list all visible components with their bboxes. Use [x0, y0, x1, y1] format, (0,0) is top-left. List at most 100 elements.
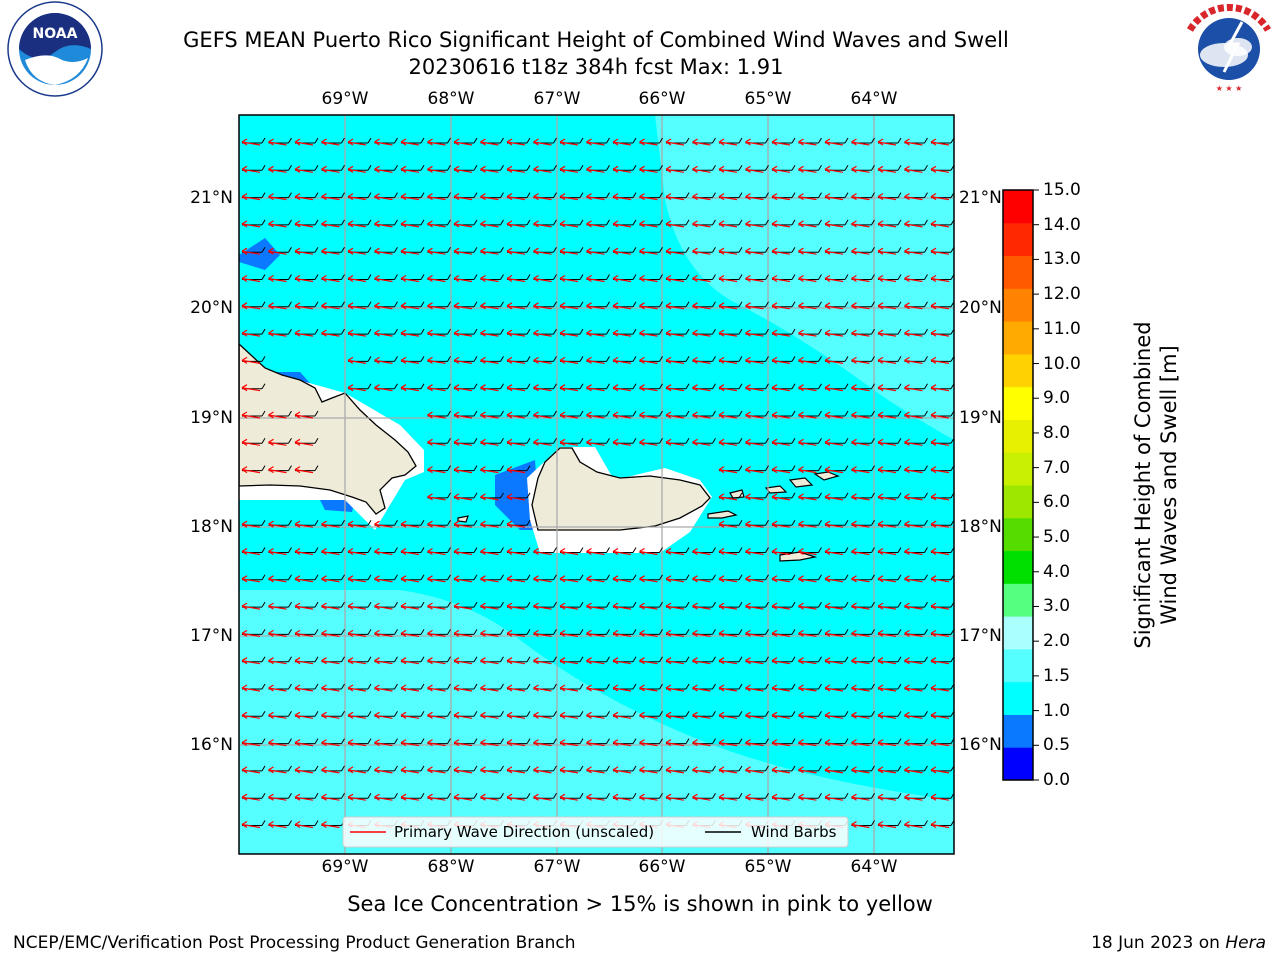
colorbar-segment: [1003, 288, 1033, 322]
vector-mark: [692, 438, 716, 446]
vector-mark: [851, 601, 875, 610]
vector-mark: [798, 438, 822, 446]
vector-mark: [321, 137, 345, 146]
vector-mark: [692, 765, 716, 774]
vector-mark: [586, 246, 610, 255]
vector-mark: [294, 465, 319, 474]
vector-mark: [824, 410, 849, 419]
vector-mark: [268, 738, 292, 747]
vector-mark: [745, 192, 769, 201]
vector-mark: [851, 410, 875, 419]
vector-mark: [771, 465, 796, 474]
vector-mark: [745, 547, 769, 556]
vector-mark: [294, 219, 319, 228]
colorbar-segment: [1003, 353, 1033, 388]
vector-mark: [400, 738, 425, 747]
vector-mark: [639, 137, 663, 146]
vector-mark: [241, 629, 266, 637]
vector-mark: [241, 547, 266, 556]
colorbar-segment: [1003, 419, 1033, 453]
vector-mark: [904, 438, 928, 446]
vector-mark: [586, 656, 610, 665]
vector-mark: [559, 165, 584, 173]
vector-mark: [506, 246, 531, 255]
vector-mark: [506, 328, 531, 337]
vector-mark: [453, 601, 478, 610]
vector-mark: [506, 792, 531, 801]
vector-mark: [798, 574, 822, 583]
vector-mark: [745, 629, 769, 637]
lat-tick-left: 19°N: [190, 408, 233, 428]
vector-mark: [241, 410, 266, 419]
vector-mark: [427, 192, 451, 201]
vector-mark: [241, 465, 266, 474]
vector-mark: [718, 601, 743, 610]
vector-mark: [877, 765, 902, 774]
vector-mark: [745, 601, 769, 610]
vector-mark: [347, 274, 372, 283]
vector-mark: [639, 410, 663, 419]
colorbar-label: 4.0: [1043, 561, 1071, 582]
vector-mark: [533, 165, 557, 173]
lat-tick-right: 19°N: [959, 408, 1002, 428]
vector-mark: [612, 547, 637, 556]
vector-mark: [771, 492, 796, 501]
vector-mark: [480, 629, 504, 637]
vector-mark: [480, 383, 504, 392]
vector-mark: [639, 765, 663, 774]
lat-tick-right: 20°N: [959, 298, 1002, 318]
vector-mark: [639, 574, 663, 583]
vector-mark: [612, 683, 637, 692]
vector-mark: [877, 356, 902, 364]
vector-mark: [718, 519, 743, 528]
vector-mark: [559, 738, 584, 747]
lon-tick-top: 65°W: [744, 89, 792, 109]
vector-mark: [692, 629, 716, 637]
vector-mark: [241, 683, 266, 692]
lon-tick-bottom: 69°W: [321, 857, 369, 877]
vector-mark: [347, 328, 372, 337]
vector-mark: [824, 519, 849, 528]
vector-mark: [851, 383, 875, 392]
vector-mark: [374, 711, 398, 719]
vector-mark: [480, 192, 504, 201]
vector-mark: [824, 574, 849, 583]
vector-mark: [904, 219, 928, 228]
vector-mark: [506, 219, 531, 228]
vector-mark: [718, 137, 743, 146]
vector-mark: [718, 383, 743, 392]
vector-mark: [294, 574, 319, 583]
vector-mark: [268, 192, 292, 201]
vector-mark: [347, 219, 372, 228]
vector-mark: [480, 601, 504, 610]
vector-mark: [559, 438, 584, 446]
vector-mark: [294, 738, 319, 747]
vector-mark: [427, 383, 451, 392]
vector-mark: [241, 820, 266, 829]
vector-mark: [241, 219, 266, 228]
vector-mark: [268, 574, 292, 583]
colorbar-label: 5.0: [1043, 527, 1071, 548]
vector-mark: [851, 137, 875, 146]
vector-mark: [877, 192, 902, 201]
vector-mark: [745, 574, 769, 583]
vector-mark: [718, 711, 743, 719]
vector-mark: [798, 165, 822, 173]
vector-mark: [453, 301, 478, 310]
vector-mark: [612, 438, 637, 446]
vector-mark: [718, 356, 743, 364]
vector-mark: [798, 683, 822, 692]
vector-mark: [798, 547, 822, 556]
colorbar-segment: [1003, 616, 1033, 650]
vector-mark: [930, 465, 954, 474]
colorbar-segment: [1003, 485, 1033, 519]
vector-mark: [824, 438, 849, 446]
colorbar-label: 8.0: [1043, 422, 1071, 443]
vector-mark: [586, 683, 610, 692]
vector-mark: [480, 683, 504, 692]
vector-mark: [904, 165, 928, 173]
vector-mark: [639, 192, 663, 201]
vector-mark: [453, 410, 478, 419]
vector-mark: [877, 601, 902, 610]
vector-mark: [480, 301, 504, 310]
